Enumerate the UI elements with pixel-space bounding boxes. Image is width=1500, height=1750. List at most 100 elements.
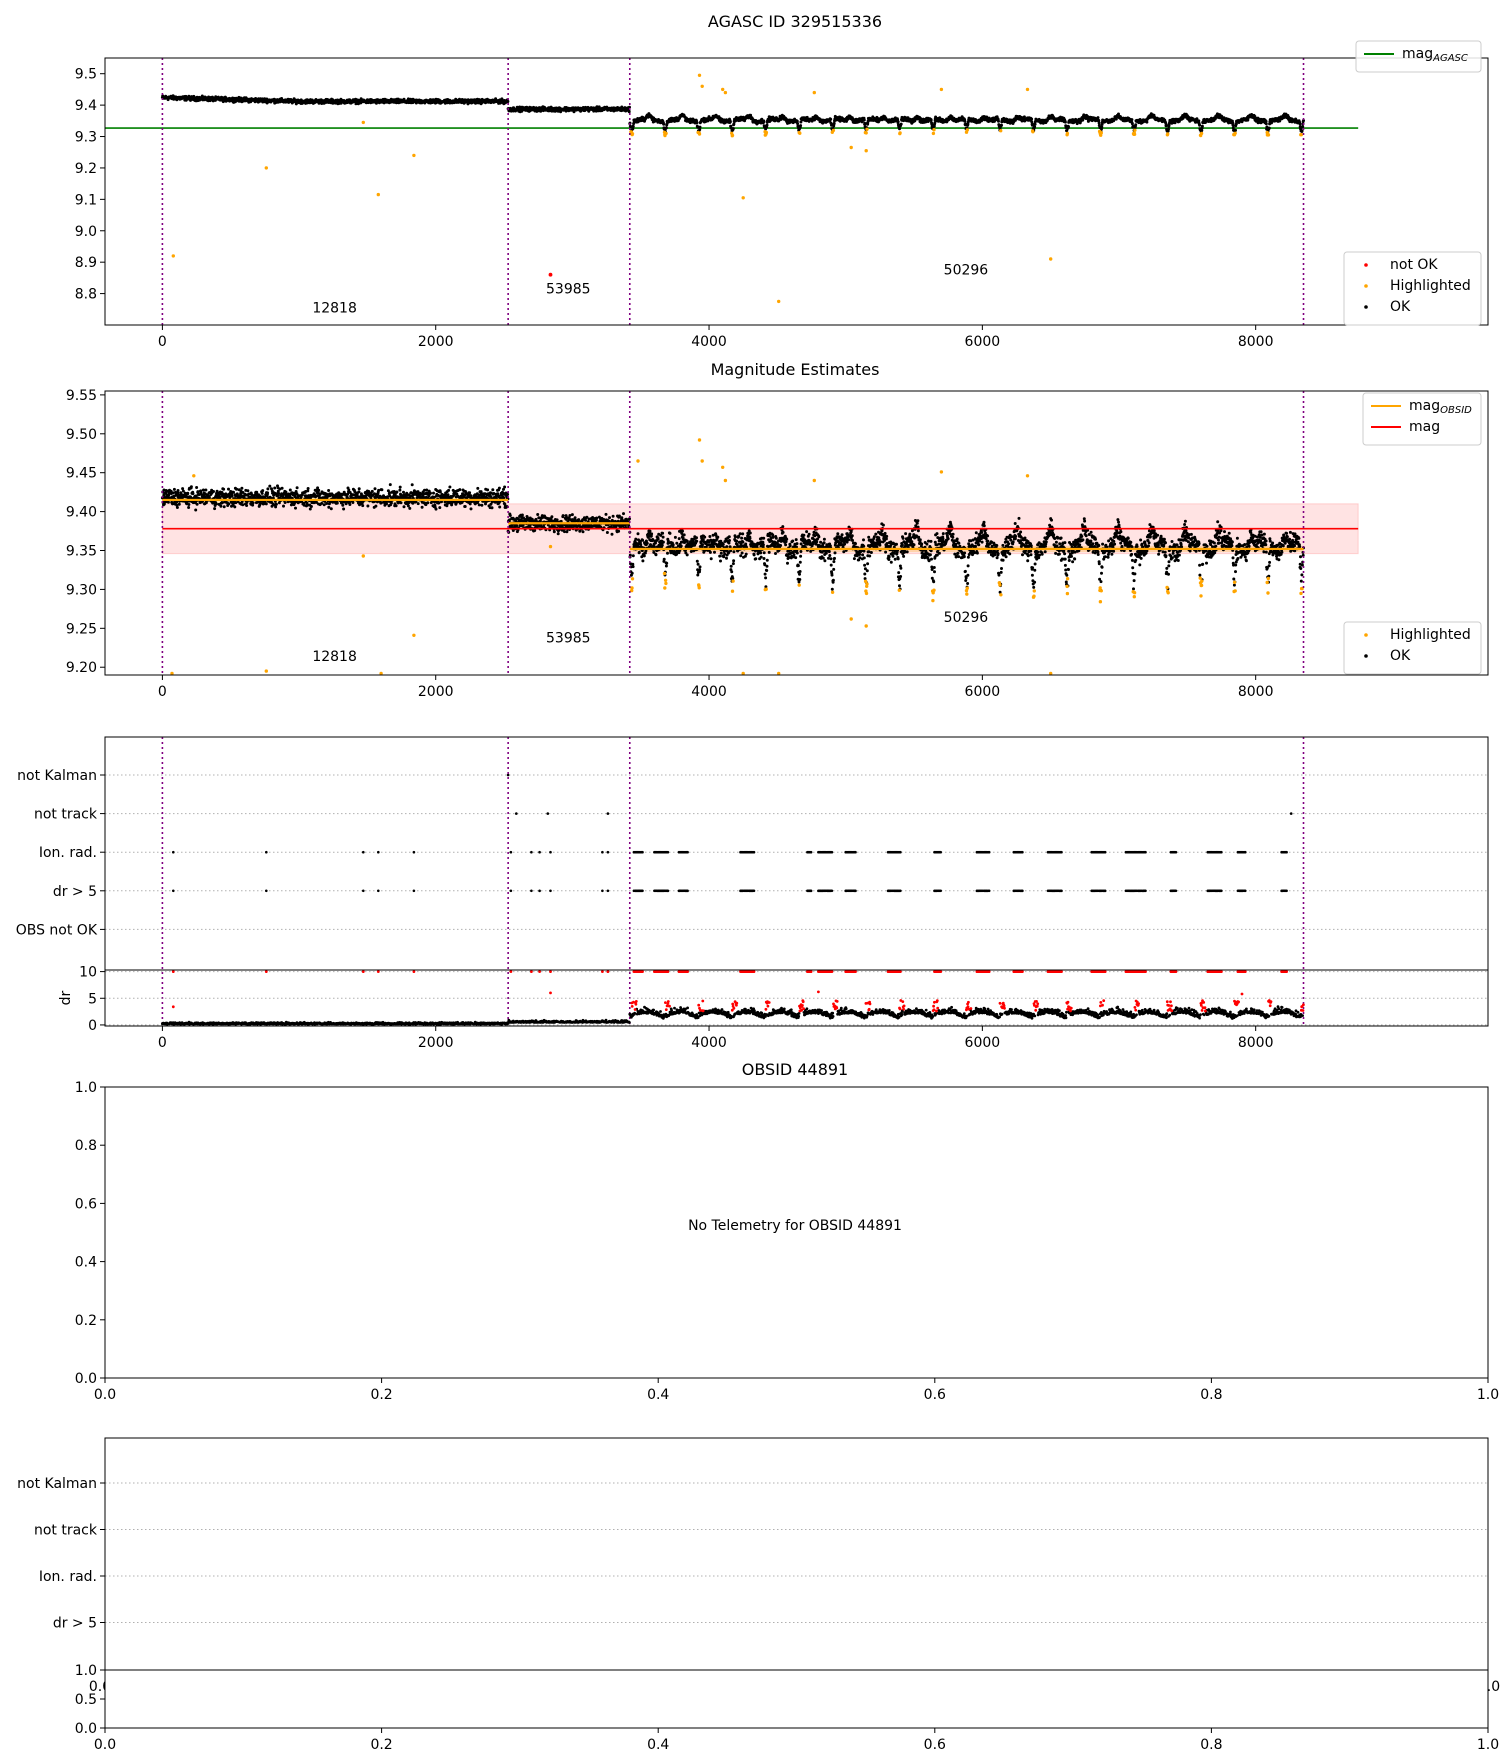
p1-xtick-label: 0 <box>158 334 167 350</box>
p4-frame <box>104 1086 1489 1379</box>
ok-points <box>160 483 1305 594</box>
p4-ytick-label: 0.6 <box>75 1196 97 1212</box>
p2-ytick-label: 9.35 <box>66 544 97 560</box>
empty-flags-panel: not Kalman not track Ion. rad. dr > 5 0.0 1.0… <box>17 1437 1500 1750</box>
p4-ytick-label: 0.0 <box>75 1371 97 1387</box>
flag-row-label: dr > 5 <box>53 1616 97 1632</box>
obsid-label: 53985 <box>546 282 591 298</box>
p1-ytick-label: 8.8 <box>75 287 97 303</box>
p2-ytick-label: 9.25 <box>66 621 97 637</box>
p2-xtick-label: 2000 <box>418 684 454 700</box>
p2-xtick-label: 8000 <box>1238 684 1274 700</box>
p2-ytick-label: 9.45 <box>66 466 97 482</box>
dr-ytick-label: 5 <box>88 991 97 1007</box>
p3-xtick-label: 2000 <box>418 1035 454 1051</box>
flag-points <box>506 773 510 777</box>
p5-dr-ytick-label: 1.0 <box>75 1663 97 1679</box>
flag-row-label: Ion. rad. <box>39 1569 97 1585</box>
highlighted-points <box>171 73 1304 304</box>
legend-subscript: OBSID <box>1440 405 1472 416</box>
p1-lower-legend-label: OK <box>1390 299 1411 315</box>
p2-xtick-label: 4000 <box>691 684 727 700</box>
flag-row-label: not track <box>34 807 98 823</box>
dr-ytick-label: 10 <box>79 965 97 981</box>
dr-ytick-label: 0 <box>88 1018 97 1034</box>
p1-ytick-label: 9.0 <box>75 224 97 240</box>
p2-xtick-label: 0 <box>158 684 167 700</box>
p1-ytick-label: 8.9 <box>75 255 97 271</box>
obsid-label: 50296 <box>944 610 989 626</box>
p1-title: AGASC ID 329515336 <box>708 12 882 31</box>
p1-ytick-label: 9.2 <box>75 161 97 177</box>
highlighted-points <box>170 438 1304 676</box>
p4-ytick-label: 1.0 <box>75 1080 97 1096</box>
p2-ytick-label: 9.20 <box>66 660 97 676</box>
p5-xtick-label: 0.2 <box>370 1737 392 1750</box>
p2-xtick-label: 6000 <box>965 684 1001 700</box>
p4-ytick-label: 0.2 <box>75 1313 97 1329</box>
obsid-label: 50296 <box>944 263 989 279</box>
p1-lower-legend-marker <box>1364 263 1368 267</box>
legend-subscript: AGASC <box>1432 53 1468 64</box>
magnitude-estimates-panel: 12818 53985 50296 Magnitude Estimates 0 200… <box>66 360 1489 700</box>
p2-ytick-label: 9.30 <box>66 582 97 598</box>
p1-ytick-label: 9.1 <box>75 192 97 208</box>
p1-upper-legend-box <box>1355 40 1482 73</box>
p2-ytick-label: 9.50 <box>66 427 97 443</box>
p1-xtick-label: 8000 <box>1238 334 1274 350</box>
p5-dr-frame <box>104 1669 1489 1729</box>
p1-ytick-label: 9.5 <box>75 67 97 83</box>
no-telemetry-annotation: No Telemetry for OBSID 44891 <box>688 1218 902 1234</box>
p2-lower-legend-box <box>1343 621 1482 675</box>
not-ok-points <box>548 272 553 277</box>
p2-ytick-label: 9.55 <box>66 388 97 404</box>
p5-xtick-label: 0.8 <box>1200 1737 1222 1750</box>
obsid-label: 53985 <box>546 630 591 646</box>
p3-xtick-label: 6000 <box>965 1035 1001 1051</box>
dr-flagged-points <box>171 970 1305 1013</box>
flag-points <box>171 889 1288 893</box>
p5-xtick-label: 1.0 <box>1477 1737 1499 1750</box>
p2-lower-legend-marker <box>1364 633 1368 637</box>
p3-xtick-label: 0 <box>158 1035 167 1051</box>
p4-ytick-label: 0.4 <box>75 1255 97 1271</box>
p2-frame <box>104 390 1489 676</box>
p1-lower-legend-box <box>1343 251 1482 326</box>
p5-xtick-label: 0.4 <box>647 1737 669 1750</box>
p2-lower-legend-label: Highlighted <box>1390 627 1471 643</box>
p4-xtick-label: 0.4 <box>647 1387 669 1403</box>
flag-row-label: Ion. rad. <box>39 845 97 861</box>
p2-lower-legend-label: OK <box>1390 648 1411 664</box>
p4-ytick-label: 0.8 <box>75 1138 97 1154</box>
p3-xtick-label: 4000 <box>691 1035 727 1051</box>
p3-xtick-label: 8000 <box>1238 1035 1274 1051</box>
flags-panel: not Kalman not track Ion. rad. dr > 5 OBS no… <box>16 736 1489 1051</box>
flag-points <box>515 812 1293 815</box>
p4-xtick-label: 1.0 <box>1477 1387 1499 1403</box>
p4-xtick-label: 0.2 <box>370 1387 392 1403</box>
p2-upper-legend-label: mag <box>1409 419 1440 435</box>
p5-xtick-label: 0.0 <box>94 1737 116 1750</box>
p5-xtick-label: 0.6 <box>924 1737 946 1750</box>
obsid-label: 12818 <box>312 300 357 316</box>
p2-ytick-label: 9.40 <box>66 505 97 521</box>
p1-lower-legend-marker <box>1364 284 1368 288</box>
p5-dr-ytick-label: 0.5 <box>75 1692 97 1708</box>
dr-ylabel: dr <box>58 990 74 1005</box>
dr-ok-points <box>161 1005 1304 1026</box>
flag-row-label: not track <box>34 1523 98 1539</box>
p5-frame <box>104 1437 1489 1671</box>
p1-ytick-label: 9.4 <box>75 98 97 114</box>
p1-lower-legend-marker <box>1364 305 1368 309</box>
p1-ytick-label: 9.3 <box>75 130 97 146</box>
p1-xtick-label: 2000 <box>418 334 454 350</box>
p4-xtick-label: 0.0 <box>94 1387 116 1403</box>
p1-lower-legend-label: not OK <box>1390 257 1438 273</box>
p5-dr-ytick-label: 0.0 <box>75 1721 97 1737</box>
p1-lower-legend-label: Highlighted <box>1390 278 1471 294</box>
p1-frame <box>104 57 1489 326</box>
obsid-panel: OBSID 44891 No Telemetry for OBSID 44891… <box>75 1060 1499 1403</box>
flag-points <box>171 850 1288 854</box>
flag-row-label: OBS not OK <box>16 922 98 938</box>
